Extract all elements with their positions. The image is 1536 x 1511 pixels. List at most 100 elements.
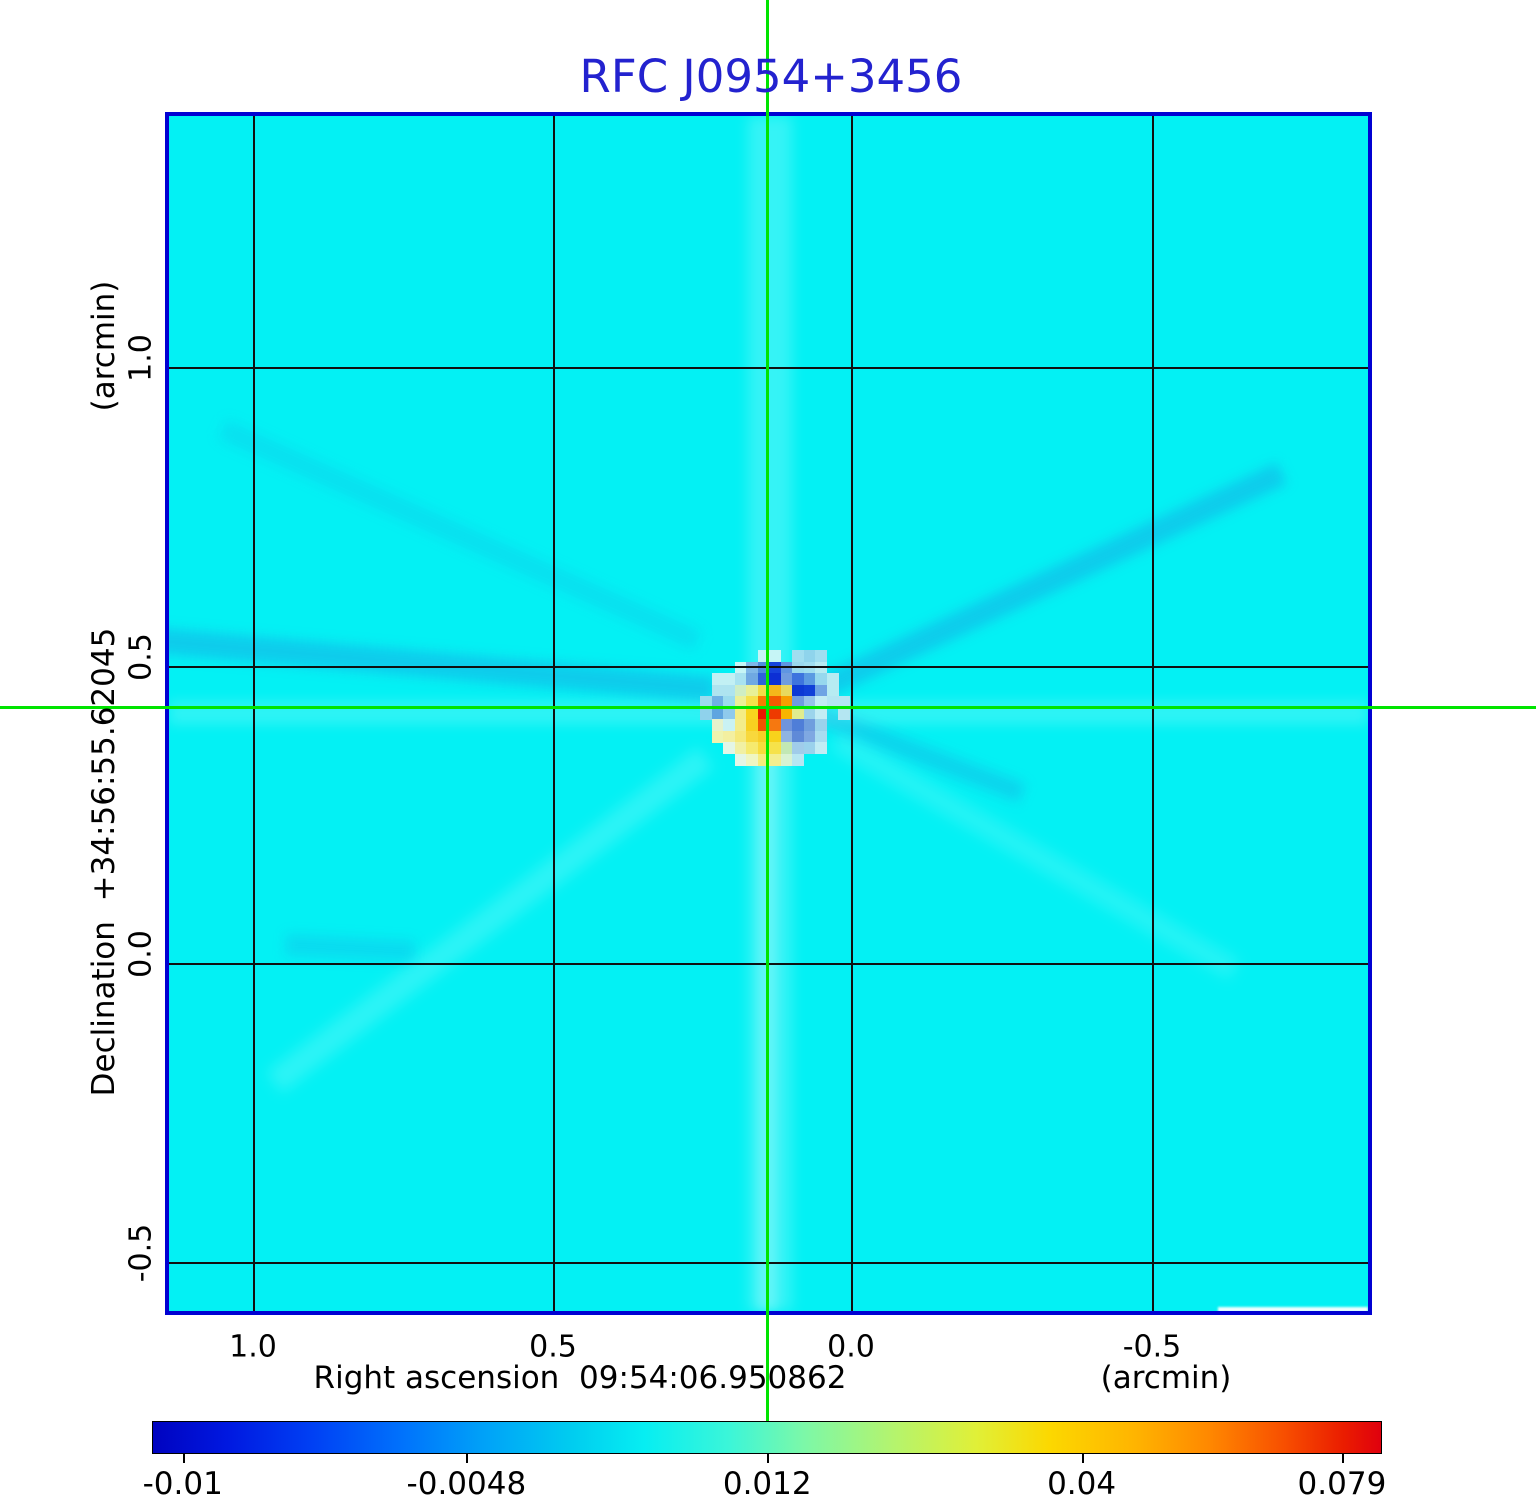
source-pixel	[769, 650, 781, 662]
source-pixel	[792, 753, 804, 766]
source-pixel	[780, 753, 793, 766]
sidelobe-ray	[266, 747, 714, 1093]
sidelobe-ray	[218, 420, 702, 650]
source-pixel	[723, 684, 735, 697]
source-pixel	[815, 684, 827, 697]
source-pixel	[700, 707, 712, 720]
source-pixel	[711, 696, 724, 708]
source-pixel	[803, 730, 816, 743]
x-axis-label: Right ascension 09:54:06.950862	[313, 1360, 847, 1396]
source-pixel	[803, 684, 816, 697]
y-tick-label: 1.0	[123, 334, 159, 382]
source-pixel	[769, 730, 781, 743]
source-pixel	[815, 673, 827, 685]
source-pixel	[780, 696, 793, 708]
source-pixel	[803, 673, 816, 685]
source-pixel	[723, 730, 735, 743]
crosshair-vertical-line	[766, 0, 769, 1421]
colorbar-tick	[466, 1454, 469, 1463]
source-pixel	[734, 753, 747, 766]
source-pixel	[734, 673, 747, 685]
source-pixel	[769, 707, 781, 720]
source-pixel	[792, 684, 804, 697]
source-pixel	[734, 684, 747, 697]
source-pixel	[746, 742, 758, 754]
source-pixel	[826, 684, 839, 697]
source-pixel	[746, 696, 758, 708]
source-pixel	[792, 742, 804, 754]
colorbar-tick-label: 0.04	[1047, 1466, 1117, 1502]
x-tick-label: 0.0	[827, 1329, 875, 1365]
colorbar-tick-label: -0.0048	[406, 1466, 527, 1502]
colorbar	[152, 1421, 1382, 1454]
source-pixel	[792, 650, 804, 662]
source-pixel	[803, 719, 816, 731]
y-tick-label: 0.5	[123, 633, 159, 681]
source-pixel	[711, 730, 724, 743]
source-pixel	[838, 696, 850, 708]
source-pixel	[815, 719, 827, 731]
x-tick-label: 0.5	[529, 1329, 577, 1365]
source-pixel	[780, 673, 793, 685]
source-pixel	[769, 684, 781, 697]
source-pixel	[792, 719, 804, 731]
colorbar-tick-label: 0.012	[722, 1466, 812, 1502]
y-tick-label: -0.5	[123, 1223, 159, 1283]
x-axis-unit: (arcmin)	[1100, 1360, 1232, 1396]
source-pixel	[815, 650, 827, 662]
x-tick-label: 1.0	[229, 1329, 277, 1365]
plot-title: RFC J0954+3456	[579, 50, 963, 103]
source-pixel	[746, 707, 758, 720]
source-pixel	[723, 673, 735, 685]
source-pixel	[792, 673, 804, 685]
source-pixel	[711, 684, 724, 697]
source-pixel	[780, 719, 793, 731]
source-pixel	[769, 719, 781, 731]
source-pixel	[769, 673, 781, 685]
gridline-vertical	[851, 116, 853, 1311]
source-pixel	[700, 696, 712, 708]
source-pixel	[815, 707, 827, 720]
y-axis-unit: (arcmin)	[86, 280, 122, 412]
colorbar-tick-label: -0.01	[142, 1466, 223, 1502]
source-pixel	[734, 719, 747, 731]
source-pixel	[838, 707, 850, 720]
source-pixel	[780, 742, 793, 754]
colorbar-tick	[767, 1454, 770, 1463]
source-pixel	[723, 742, 735, 754]
colorbar-tick-label: 0.079	[1297, 1466, 1387, 1502]
y-axis-label: Declination +34:56:55.62045	[86, 627, 122, 1097]
source-pixel	[734, 730, 747, 743]
colorbar-tick	[1341, 1454, 1344, 1463]
gridline-vertical	[553, 116, 555, 1311]
source-pixel	[734, 742, 747, 754]
source-pixel	[792, 696, 804, 708]
gridline-vertical	[253, 116, 255, 1311]
sidelobe-ray	[1218, 1306, 1368, 1311]
y-tick-label: 0.0	[123, 930, 159, 978]
source-pixel	[792, 730, 804, 743]
source-pixel	[803, 696, 816, 708]
source-pixel	[711, 719, 724, 731]
sidelobe-ray	[830, 730, 1240, 980]
sidelobe-ray	[284, 933, 416, 963]
source-pixel	[803, 742, 816, 754]
sidelobe-ray	[169, 627, 716, 703]
source-pixel	[780, 707, 793, 720]
colorbar-tick	[182, 1454, 185, 1463]
source-pixel	[803, 707, 816, 720]
source-pixel	[803, 650, 816, 662]
source-pixel	[746, 719, 758, 731]
source-pixel	[769, 742, 781, 754]
source-pixel	[780, 684, 793, 697]
source-pixel	[815, 730, 827, 743]
source-pixel	[780, 730, 793, 743]
source-pixel	[826, 673, 839, 685]
source-pixel	[826, 696, 839, 708]
x-tick-label: -0.5	[1122, 1329, 1182, 1365]
source-pixel	[723, 696, 735, 708]
source-pixel	[746, 730, 758, 743]
crosshair-horizontal-line	[0, 706, 1536, 709]
source-pixel	[769, 696, 781, 708]
source-pixel	[815, 696, 827, 708]
